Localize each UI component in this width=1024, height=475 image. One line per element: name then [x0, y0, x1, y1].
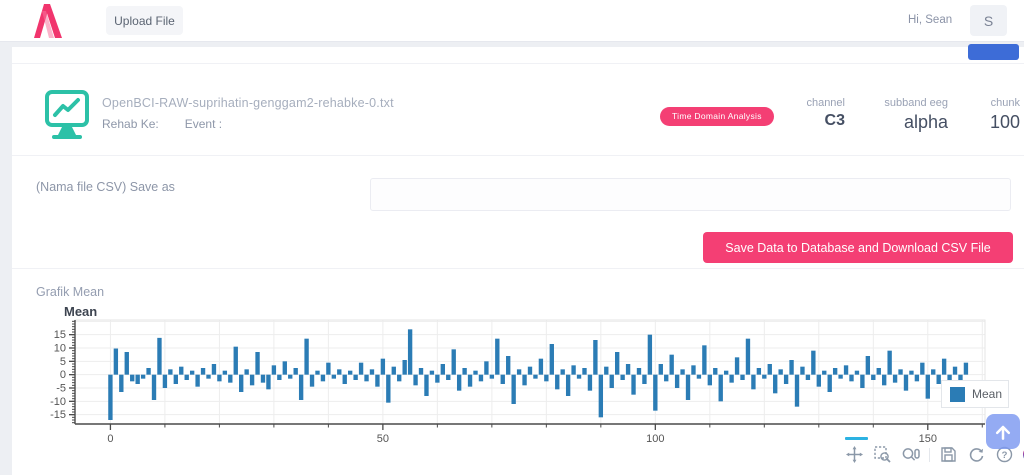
save-tool-icon[interactable] [939, 445, 958, 464]
user-greeting: Hi, Sean [908, 14, 953, 26]
meta-chunk: chunk 100 [960, 97, 1020, 133]
box-zoom-tool-icon[interactable] [873, 445, 892, 464]
channel-value: C3 [824, 112, 845, 129]
svg-text:-10: -10 [50, 396, 66, 408]
file-sub-labels: Rehab Ke: Event : [102, 117, 248, 131]
svg-text:0: 0 [107, 433, 113, 445]
content-card: OpenBCI-RAW-suprihatin-genggam2-rehabke-… [12, 44, 1024, 475]
meta-channel: channel C3 [740, 97, 845, 130]
upload-file-button[interactable]: Upload File [106, 6, 183, 35]
save-to-database-button[interactable]: Save Data to Database and Download CSV F… [703, 232, 1013, 263]
svg-text:-15: -15 [50, 409, 66, 421]
reset-tool-icon[interactable] [967, 445, 986, 464]
app-header: Upload File Hi, Sean S [0, 0, 1024, 42]
arrow-up-icon [995, 425, 1011, 440]
svg-text:10: 10 [54, 343, 66, 355]
divider [12, 155, 1024, 156]
svg-text:100: 100 [646, 433, 664, 445]
svg-text:150: 150 [919, 433, 937, 445]
meta-subband: subband eeg alpha [852, 97, 948, 133]
subband-value: alpha [903, 112, 948, 132]
svg-text:5: 5 [60, 356, 66, 368]
csv-filename-input[interactable] [370, 178, 1011, 211]
uploaded-filename: OpenBCI-RAW-suprihatin-genggam2-rehabke-… [102, 96, 394, 110]
clipped-action-button[interactable] [968, 44, 1019, 60]
scroll-to-top-button[interactable] [986, 414, 1020, 449]
rehab-ke-label: Rehab Ke: [102, 117, 159, 131]
time-domain-analysis-badge: Time Domain Analysis [660, 107, 774, 126]
divider [12, 63, 1024, 64]
chunk-value: 100 [989, 112, 1020, 132]
avatar[interactable]: S [970, 5, 1007, 36]
wheel-zoom-tool-icon[interactable] [901, 445, 920, 464]
legend-label: Mean [972, 387, 1003, 401]
channel-label: channel [806, 97, 845, 109]
legend-swatch [950, 386, 965, 402]
chunk-label: chunk [990, 97, 1020, 109]
divider [12, 268, 1024, 269]
svg-text:?: ? [1002, 450, 1008, 461]
grafik-mean-heading: Grafik Mean [36, 285, 105, 299]
csv-filename-label: (Nama file CSV) Save as [36, 180, 175, 194]
svg-text:0: 0 [60, 369, 66, 381]
chart-legend: Mean [941, 380, 1009, 408]
svg-text:15: 15 [54, 329, 66, 341]
active-tool-indicator [845, 437, 868, 440]
mean-bar-chart[interactable]: -15 -10 -5 0 5 10 15 0 50 100 150 Mean [12, 300, 1024, 450]
subband-label: subband eeg [884, 97, 948, 109]
event-label: Event : [184, 117, 223, 131]
svg-text:50: 50 [377, 433, 389, 445]
svg-text:-5: -5 [56, 383, 66, 395]
pan-tool-icon[interactable] [845, 445, 864, 464]
brand-logo-icon[interactable] [28, 3, 68, 39]
monitor-chart-icon [45, 90, 89, 139]
toolbar-separator [929, 447, 930, 462]
chart-title: Mean [64, 304, 98, 319]
